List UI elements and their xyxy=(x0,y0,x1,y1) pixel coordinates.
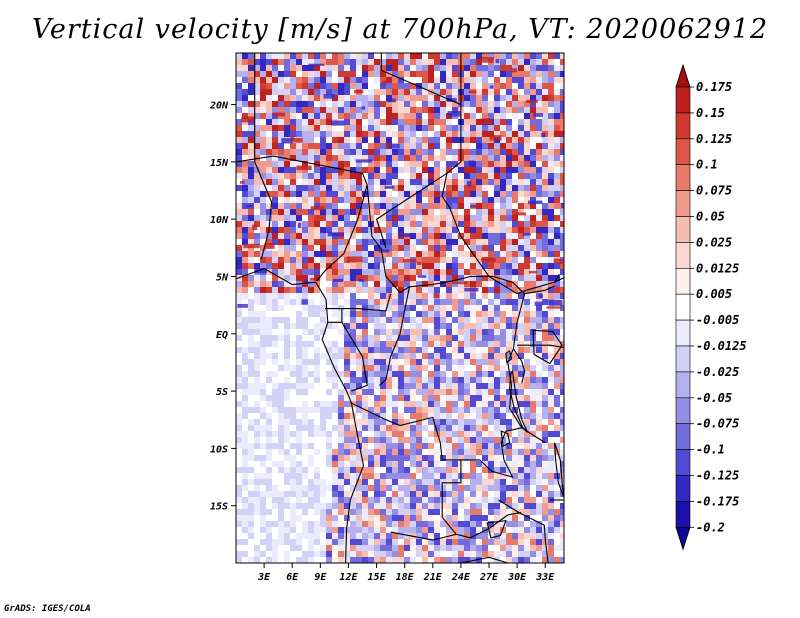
border-line xyxy=(375,172,448,248)
velocity-map: 3E 6E 9E 12E 15E 18E 21E 24E 27E 30E 33E 20N 15N 10N… xyxy=(209,52,747,583)
colorbar-swatch xyxy=(675,345,691,373)
colorbar-swatch xyxy=(675,293,691,321)
border-line xyxy=(380,53,462,106)
colorbar-label: 0.125 xyxy=(696,132,732,146)
country-borders xyxy=(236,53,564,563)
colorbar-swatch xyxy=(675,164,691,191)
lon-tick-label: 18E xyxy=(396,572,415,583)
colorbar-swatch xyxy=(675,216,691,243)
colorbar-swatch xyxy=(675,371,691,399)
lon-tick-label: 33E xyxy=(535,572,555,583)
border-line xyxy=(512,348,526,384)
colorbar-label: 0.0125 xyxy=(696,261,739,275)
lake-outline xyxy=(532,329,563,365)
colorbar-label: -0.125 xyxy=(696,469,739,483)
lat-tick-label: 10N xyxy=(210,215,229,226)
lat-tick-label: EQ xyxy=(216,330,228,341)
map-frame xyxy=(235,52,565,564)
colorbar-arrow-bottom xyxy=(675,526,691,551)
border-line xyxy=(236,155,368,186)
lon-tick-label: 12E xyxy=(339,572,358,583)
border-line xyxy=(460,275,526,478)
colorbar-swatch xyxy=(675,138,691,166)
colorbar: 0.175 0.15 0.125 0.1 0.075 0.05 0.025 0.0125 0.0… xyxy=(675,63,747,551)
border-line xyxy=(524,285,555,295)
lon-tick-label: 24E xyxy=(451,572,471,583)
border-line xyxy=(379,286,410,386)
lon-tick-label: 21E xyxy=(423,572,443,583)
colorbar-swatch xyxy=(675,397,691,424)
colorbar-swatch xyxy=(675,190,691,217)
colorbar-swatch xyxy=(675,86,691,114)
colorbar-label: -0.025 xyxy=(696,365,739,379)
border-line xyxy=(325,308,343,323)
lake-outline xyxy=(486,519,507,539)
colorbar-label: -0.175 xyxy=(696,494,739,508)
velocity-field xyxy=(236,53,564,563)
lon-tick-label: 9E xyxy=(314,572,327,583)
lon-tick-label: 30E xyxy=(507,572,527,583)
colorbar-label: -0.005 xyxy=(696,313,739,327)
colorbar-label: -0.2 xyxy=(696,520,725,534)
colorbar-swatch xyxy=(675,423,691,450)
colorbar-label: 0.1 xyxy=(696,158,718,172)
colorbar-swatch xyxy=(675,242,691,269)
colorbar-label: 0.05 xyxy=(696,210,725,224)
lat-tick-label: 20N xyxy=(209,101,229,112)
lon-axis: 3E 6E 9E 12E 15E 18E 21E 24E 27E 30E 33E xyxy=(257,563,555,583)
border-line xyxy=(498,499,549,563)
colorbar-label: -0.05 xyxy=(696,391,732,405)
lake-outline xyxy=(509,370,529,433)
colorbar-label: -0.0125 xyxy=(696,339,747,353)
lon-tick-label: 3E xyxy=(257,572,271,583)
border-line xyxy=(366,184,494,294)
lon-tick-label: 6E xyxy=(286,572,299,583)
lat-tick-label: 10S xyxy=(210,444,228,455)
border-line xyxy=(236,267,365,563)
border-line xyxy=(341,293,392,312)
border-line xyxy=(341,322,368,392)
lake-outline xyxy=(505,350,513,364)
colorbar-swatch xyxy=(675,319,691,347)
lon-tick-label: 27E xyxy=(479,572,499,583)
border-line xyxy=(254,53,273,260)
lat-tick-label: 5S xyxy=(216,387,228,398)
border-line xyxy=(517,344,564,349)
colorbar-swatch xyxy=(675,475,691,502)
border-line xyxy=(390,531,457,541)
colorbar-label: 0.005 xyxy=(696,287,732,301)
colorbar-swatch xyxy=(675,501,691,528)
lake-outline xyxy=(500,430,511,447)
border-line xyxy=(460,556,508,563)
lake-outline xyxy=(554,442,564,498)
colorbar-swatch xyxy=(675,267,691,295)
border-line xyxy=(316,184,368,282)
map-title: Vertical velocity [m/s] at 700hPa, VT: 2… xyxy=(31,14,769,45)
colorbar-swatch xyxy=(675,449,691,476)
colorbar-label: 0.025 xyxy=(696,235,732,249)
colorbar-label: -0.075 xyxy=(696,417,739,431)
colorbar-arrow-top xyxy=(675,63,691,88)
lat-tick-label: 15S xyxy=(210,502,228,513)
grads-credit: GrADS: IGES/COLA xyxy=(4,604,91,614)
lon-tick-label: 15E xyxy=(368,572,387,583)
border-line xyxy=(554,277,564,283)
lat-tick-label: 15N xyxy=(210,158,229,169)
colorbar-label: 0.15 xyxy=(696,106,725,120)
colorbar-label: -0.1 xyxy=(696,443,725,457)
border-line xyxy=(441,53,560,295)
colorbar-label: 0.075 xyxy=(696,184,732,198)
lat-axis: 20N 15N 10N 5N EQ 5S 10S 15S xyxy=(209,101,236,513)
colorbar-swatch xyxy=(675,112,691,140)
lat-tick-label: 5N xyxy=(216,272,229,283)
colorbar-label: 0.175 xyxy=(696,80,732,94)
border-line xyxy=(350,402,471,539)
